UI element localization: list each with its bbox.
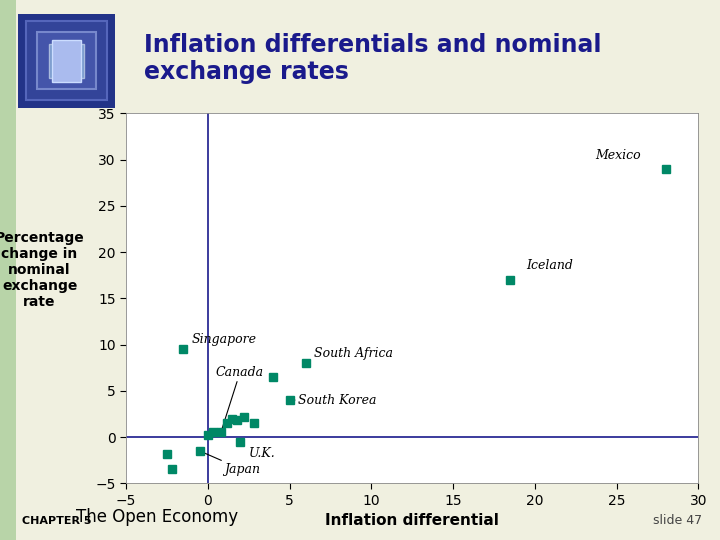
- Text: Iceland: Iceland: [526, 260, 574, 273]
- Text: South Korea: South Korea: [289, 394, 377, 407]
- Text: slide 47: slide 47: [653, 514, 702, 526]
- Text: Percentage
change in
nominal
exchange
rate: Percentage change in nominal exchange ra…: [0, 231, 84, 309]
- Text: Japan: Japan: [199, 451, 260, 476]
- Bar: [49, 44, 84, 78]
- Text: exchange rates: exchange rates: [144, 60, 349, 84]
- Text: Mexico: Mexico: [595, 148, 641, 161]
- Bar: [52, 40, 81, 82]
- Bar: [37, 32, 96, 89]
- Text: U.K.: U.K.: [248, 447, 276, 460]
- Text: Inflation differentials and nominal: Inflation differentials and nominal: [144, 33, 601, 57]
- Text: The Open Economy: The Open Economy: [76, 509, 238, 526]
- Text: Canada: Canada: [216, 366, 264, 433]
- Text: Singapore: Singapore: [192, 334, 256, 347]
- X-axis label: Inflation differential: Inflation differential: [325, 514, 499, 528]
- Text: CHAPTER 5: CHAPTER 5: [22, 516, 91, 526]
- Text: South Africa: South Africa: [314, 347, 393, 360]
- Bar: [26, 21, 107, 100]
